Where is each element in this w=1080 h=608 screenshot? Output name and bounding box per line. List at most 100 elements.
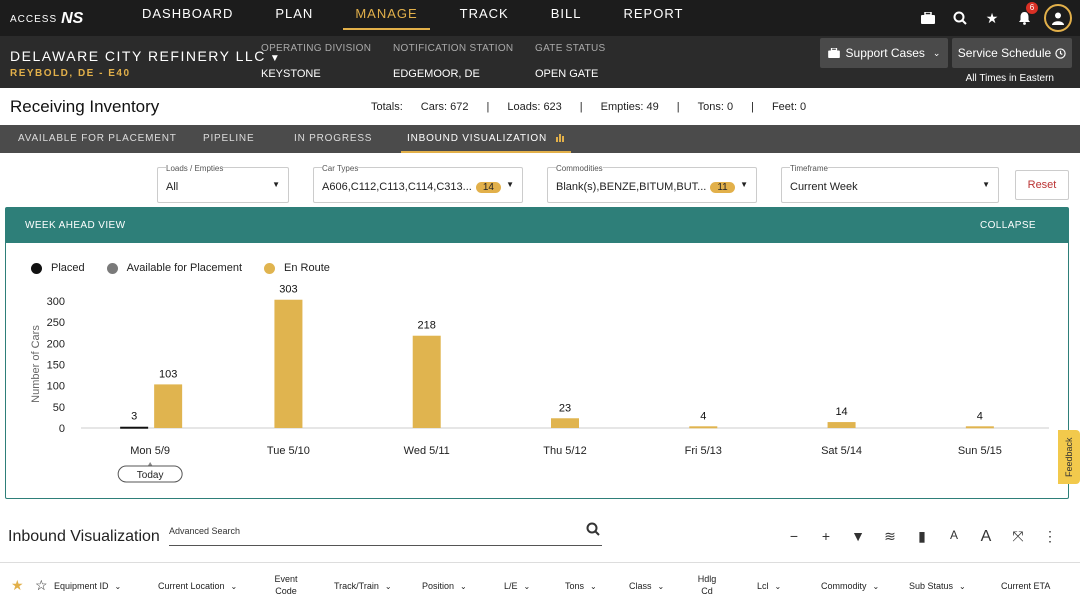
loads-empties-select[interactable]: Loads / Empties All ▼ (157, 164, 289, 203)
column-commodity[interactable]: Commodity ⌄ (821, 581, 879, 591)
notification-station-value: EDGEMOOR, DE (393, 68, 480, 80)
separator: | (676, 101, 680, 113)
bar-en-route (412, 335, 441, 428)
view-tabs: AVAILABLE FOR PLACEMENT PIPELINE IN PROG… (0, 125, 1080, 153)
chevron-down-icon: ⌄ (384, 581, 392, 591)
page-title-bar: Receiving Inventory Totals: Cars: 672 | … (0, 88, 1080, 125)
book-icon[interactable]: ▮ (918, 528, 926, 544)
column-label: Tons (565, 581, 585, 591)
main-menu: DASHBOARD PLAN MANAGE TRACK BILL REPORT (142, 0, 725, 36)
layers-icon[interactable]: ≋ (884, 528, 896, 544)
nav-manage[interactable]: MANAGE (343, 0, 430, 30)
column-label: Commodity (821, 581, 867, 591)
column-label: Sub Status (909, 581, 954, 591)
nav-dashboard[interactable]: DASHBOARD (142, 6, 234, 21)
total-tons: Tons: 0 (697, 101, 734, 113)
column-equipment-id[interactable]: Equipment ID ⌄ (54, 581, 121, 591)
caret-down-icon: ▼ (506, 180, 514, 189)
time-zone-note: All Times in Eastern (965, 73, 1054, 84)
tab-available-for-placement[interactable]: AVAILABLE FOR PLACEMENT (18, 133, 177, 144)
car-types-select[interactable]: Car Types A606,C112,C113,C114,C313... 14 … (313, 164, 523, 203)
column-current-eta[interactable]: Current ETA (1001, 581, 1051, 591)
timeframe-value: Current Week (790, 181, 858, 193)
bell-icon[interactable]: 6 (1008, 0, 1040, 36)
tab-in-progress[interactable]: IN PROGRESS (294, 133, 373, 144)
nav-report[interactable]: REPORT (623, 6, 684, 21)
chevron-down-icon: ⌄ (774, 581, 782, 591)
expand-icon[interactable]: ⤧ (1012, 528, 1024, 544)
y-tick-label: 300 (47, 296, 65, 308)
data-label: 103 (159, 368, 177, 380)
tab-inbound-visualization[interactable]: INBOUND VISUALIZATION (401, 125, 571, 153)
legend-label: En Route (284, 262, 330, 274)
inbound-grid-section: Inbound Visualization Advanced Search − … (0, 520, 1080, 608)
nav-track[interactable]: TRACK (459, 6, 509, 21)
support-cases-button[interactable]: Support Cases ⌄ (820, 38, 948, 68)
filter-icon[interactable]: ▼ (851, 528, 865, 544)
legend-item-en-route[interactable]: En Route (264, 262, 330, 274)
notification-badge: 6 (1026, 2, 1038, 14)
font-large-icon[interactable]: A (980, 528, 992, 545)
gate-status-label: GATE STATUS (535, 43, 606, 54)
data-label: 23 (559, 402, 571, 414)
column-label: L/E (504, 581, 518, 591)
legend-item-placed[interactable]: Placed (31, 262, 85, 274)
bar-chart-icon (555, 134, 564, 142)
car-types-count-badge: 14 (475, 182, 501, 193)
user-icon[interactable] (1044, 4, 1072, 32)
data-label: 4 (977, 410, 983, 422)
column-label: Current Location (158, 581, 225, 591)
x-tick-label: Thu 5/12 (543, 445, 586, 457)
advanced-search-input[interactable]: Advanced Search (169, 522, 602, 546)
more-icon[interactable]: ⋮ (1043, 528, 1057, 544)
today-marker[interactable] (117, 465, 183, 483)
x-tick-label: Fri 5/13 (685, 445, 722, 457)
column-current-location[interactable]: Current Location ⌄ (158, 581, 237, 591)
total-cars: Cars: 672 (420, 101, 469, 113)
column-lcl[interactable]: Lcl ⌄ (757, 581, 781, 591)
column-hdlg-cd[interactable]: Hdlg Cd (697, 574, 717, 596)
logo[interactable]: ACCESS NS (10, 10, 83, 28)
column-le[interactable]: L/E ⌄ (504, 581, 530, 591)
favorite-star-icon[interactable]: ★ (11, 577, 24, 593)
chevron-down-icon: ▼ (269, 53, 282, 64)
grid-toolbar: − + ▼ ≋ ▮ A A ⤧ ⋮ (778, 528, 1066, 546)
legend-item-available[interactable]: Available for Placement (106, 262, 242, 274)
column-sub-status[interactable]: Sub Status ⌄ (909, 581, 966, 591)
briefcase-icon[interactable] (912, 0, 944, 36)
nav-bill[interactable]: BILL (550, 6, 582, 21)
advanced-search-label: Advanced Search (169, 526, 241, 536)
support-cases-label: Support Cases (845, 46, 925, 60)
separator: | (486, 101, 490, 113)
plus-icon[interactable]: + (821, 528, 831, 544)
timeframe-select[interactable]: Timeframe Current Week ▼ (781, 164, 999, 203)
column-track-train[interactable]: Track/Train ⌄ (334, 581, 392, 591)
y-tick-label: 200 (47, 338, 65, 350)
data-label: 218 (418, 320, 436, 332)
bar-en-route (689, 426, 718, 429)
star-icon[interactable]: ★ (985, 9, 999, 26)
car-types-label: Car Types (322, 164, 359, 173)
collapse-button[interactable]: COLLAPSE (979, 220, 1036, 231)
star-outline-icon[interactable]: ☆ (35, 577, 48, 593)
feedback-tab[interactable]: Feedback (1058, 430, 1080, 484)
customer-selector[interactable]: DELAWARE CITY REFINERY LLC ▼ (10, 48, 281, 64)
column-class[interactable]: Class ⌄ (629, 581, 664, 591)
column-tons[interactable]: Tons ⌄ (565, 581, 597, 591)
commodities-select[interactable]: Commodities Blank(s),BENZE,BITUM,BUT... 1… (547, 164, 757, 203)
minus-icon[interactable]: − (789, 528, 799, 544)
nav-plan[interactable]: PLAN (275, 6, 314, 21)
reset-button[interactable]: Reset (1015, 170, 1069, 200)
loads-empties-label: Loads / Empties (166, 164, 224, 173)
tab-pipeline[interactable]: PIPELINE (203, 133, 255, 144)
font-small-icon[interactable]: A (949, 528, 958, 542)
search-icon[interactable] (586, 522, 600, 539)
column-event-code[interactable]: Event Code (274, 574, 298, 596)
commodities-value: Blank(s),BENZE,BITUM,BUT... (556, 181, 707, 193)
column-position[interactable]: Position ⌄ (422, 581, 467, 591)
nav-icons: ★ 6 (912, 0, 1072, 36)
service-schedule-button[interactable]: Service Schedule (952, 38, 1072, 68)
data-label: 3 (131, 411, 137, 423)
search-icon[interactable] (944, 0, 976, 36)
ns-logo-mark: NS (61, 10, 84, 27)
